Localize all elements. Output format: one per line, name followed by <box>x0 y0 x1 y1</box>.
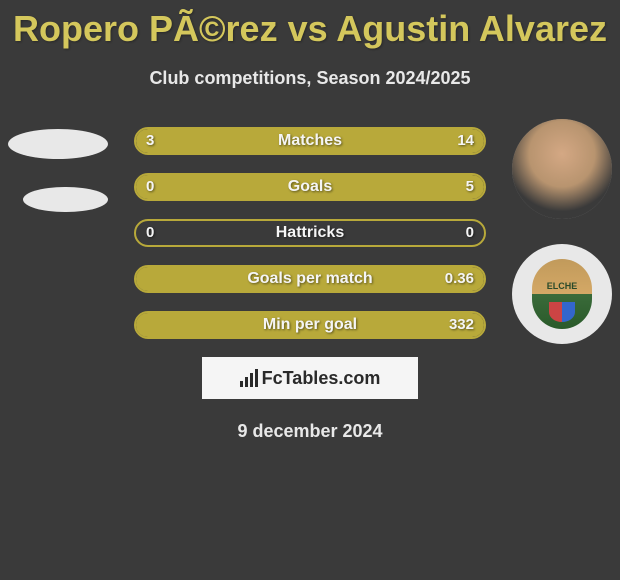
stat-label: Goals per match <box>136 267 484 291</box>
player-right-avatar <box>512 119 612 219</box>
brand-box: FcTables.com <box>202 357 418 399</box>
player-right-team-badge: ELCHE <box>512 244 612 344</box>
stat-bar: 314Matches <box>134 127 486 155</box>
brand-text: FcTables.com <box>262 368 381 389</box>
date-text: 9 december 2024 <box>0 421 620 442</box>
stat-label: Hattricks <box>136 221 484 245</box>
comparison-area: ELCHE 314Matches 05Goals 00Hattricks 0.36Go… <box>0 119 620 339</box>
stat-label: Min per goal <box>136 313 484 337</box>
chart-icon <box>240 369 258 387</box>
stat-bar: 00Hattricks <box>134 219 486 247</box>
stat-label: Matches <box>136 129 484 153</box>
player-left-column <box>8 119 108 212</box>
stat-bar: 05Goals <box>134 173 486 201</box>
player-left-team-badge <box>23 187 108 212</box>
stat-bar: 332Min per goal <box>134 311 486 339</box>
player-left-avatar <box>8 129 108 159</box>
page-subtitle: Club competitions, Season 2024/2025 <box>0 68 620 89</box>
stats-bars: 314Matches 05Goals 00Hattricks 0.36Goals pe… <box>134 119 486 339</box>
elche-badge-icon: ELCHE <box>532 259 592 329</box>
page-title: Ropero PÃ©rez vs Agustin Alvarez <box>0 0 620 50</box>
player-right-column: ELCHE <box>512 119 612 344</box>
stat-bar: 0.36Goals per match <box>134 265 486 293</box>
player-face-image <box>512 119 612 219</box>
stat-label: Goals <box>136 175 484 199</box>
